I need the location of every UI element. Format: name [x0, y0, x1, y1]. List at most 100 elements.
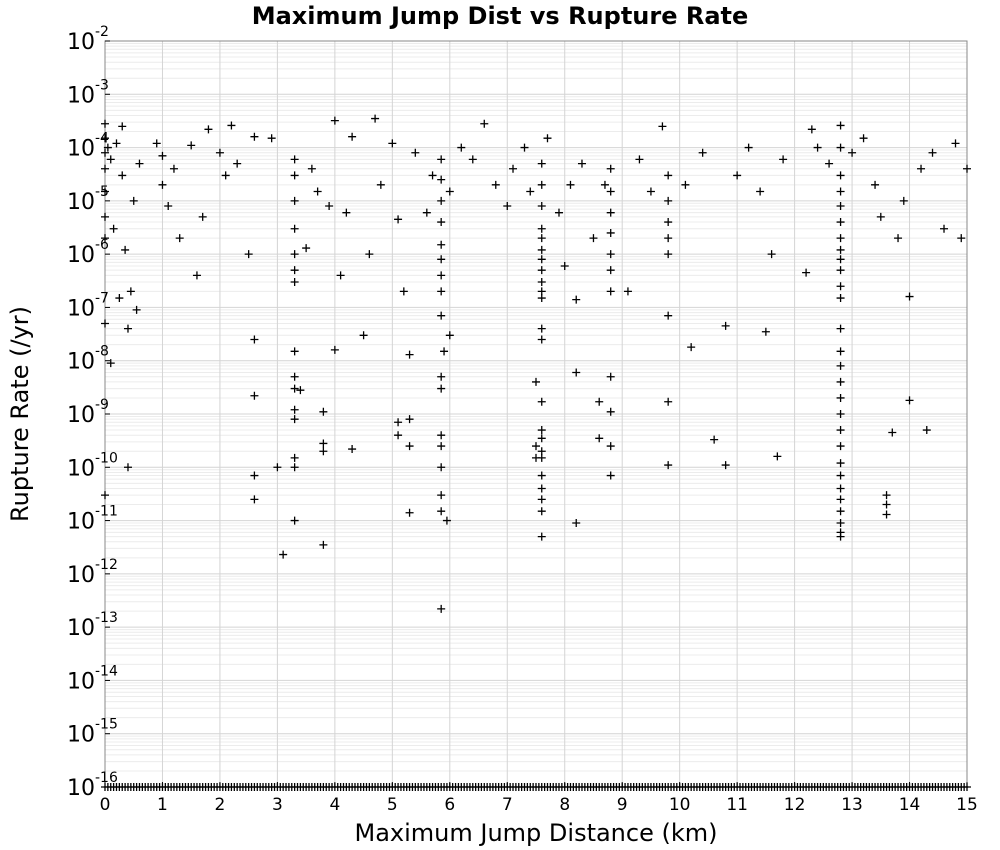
- data-point: [106, 359, 115, 368]
- data-point: [572, 519, 581, 528]
- y-tick-label: 10-6: [67, 237, 109, 268]
- x-tick-label: 12: [784, 795, 806, 815]
- data-point: [871, 180, 880, 189]
- data-point: [888, 428, 897, 437]
- data-point: [244, 250, 253, 259]
- data-point: [761, 327, 770, 336]
- y-tick-exponent: -11: [95, 504, 118, 520]
- data-point: [532, 377, 540, 386]
- data-point: [526, 187, 535, 196]
- data-point: [273, 463, 282, 472]
- data-point: [532, 442, 540, 451]
- y-tick-label: 10-5: [67, 184, 109, 215]
- data-point: [721, 321, 730, 330]
- data-point: [442, 516, 451, 525]
- data-point: [290, 405, 299, 414]
- data-point: [348, 132, 357, 141]
- data-point: [589, 234, 598, 243]
- data-point: [940, 224, 949, 233]
- y-tick-base: 10: [67, 563, 95, 588]
- data-point: [836, 324, 845, 333]
- data-point: [836, 410, 845, 418]
- data-point: [537, 434, 546, 443]
- data-point: [106, 155, 115, 164]
- y-tick-exponent: -14: [95, 663, 118, 679]
- y-tick-base: 10: [67, 350, 95, 375]
- data-point: [437, 431, 446, 440]
- data-point: [388, 139, 397, 148]
- y-tick-exponent: -4: [95, 131, 109, 147]
- data-point: [437, 463, 446, 472]
- data-point: [330, 116, 339, 125]
- data-point: [710, 435, 719, 444]
- data-point: [437, 255, 446, 264]
- data-point: [664, 218, 673, 227]
- data-point: [437, 196, 446, 205]
- data-point: [250, 471, 259, 480]
- data-point: [480, 119, 489, 128]
- data-point: [152, 139, 161, 148]
- data-point: [405, 508, 414, 517]
- data-point: [836, 484, 845, 493]
- y-tick-base: 10: [67, 403, 95, 428]
- y-tick-label: 10-15: [67, 717, 118, 748]
- x-tick-label: 2: [215, 795, 226, 815]
- data-point: [121, 245, 130, 254]
- data-point: [646, 187, 655, 196]
- data-point: [126, 287, 135, 296]
- y-tick-base: 10: [67, 243, 95, 268]
- data-point: [537, 255, 546, 264]
- data-point: [537, 234, 546, 243]
- x-axis-ticks: 0 1 2 3 4 5 6 7 8 9 10 11 12 13 14 15: [100, 782, 978, 815]
- data-point: [836, 266, 845, 275]
- data-point: [606, 287, 615, 296]
- data-point: [101, 119, 109, 128]
- data-point: [560, 261, 569, 270]
- data-point: [336, 271, 345, 280]
- data-point: [394, 418, 403, 427]
- data-point: [537, 224, 546, 233]
- y-tick-base: 10: [67, 616, 95, 641]
- y-tick-label: 10-9: [67, 397, 109, 428]
- data-point: [112, 139, 121, 148]
- data-point: [437, 604, 446, 613]
- y-tick-base: 10: [67, 669, 95, 694]
- data-point: [836, 245, 845, 254]
- data-point: [606, 250, 615, 259]
- y-tick-label: 10-10: [67, 450, 118, 481]
- data-point: [836, 426, 845, 435]
- y-tick-exponent: -7: [95, 290, 109, 306]
- data-point: [606, 471, 615, 480]
- data-point: [359, 331, 368, 340]
- data-point: [876, 212, 885, 221]
- data-point: [437, 287, 446, 296]
- data-point: [537, 426, 546, 435]
- data-point: [204, 125, 213, 134]
- data-point: [290, 347, 299, 356]
- data-point: [342, 208, 351, 217]
- data-point: [428, 171, 437, 180]
- data-point: [664, 234, 673, 243]
- data-point: [664, 461, 673, 470]
- data-point: [101, 148, 109, 157]
- y-tick-exponent: -2: [95, 24, 109, 40]
- y-tick-base: 10: [67, 83, 95, 108]
- data-point: [928, 148, 937, 157]
- data-point: [537, 278, 546, 287]
- data-point: [537, 202, 546, 211]
- data-point: [405, 415, 414, 424]
- data-point: [101, 212, 109, 221]
- data-point: [164, 202, 173, 211]
- data-point: [445, 331, 454, 340]
- data-point: [422, 208, 431, 217]
- data-point: [405, 350, 414, 359]
- data-point: [158, 151, 167, 160]
- data-point: [371, 114, 380, 123]
- data-point: [437, 240, 446, 249]
- data-point: [101, 319, 109, 328]
- data-point: [606, 372, 615, 381]
- data-point: [836, 187, 845, 196]
- y-tick-exponent: -15: [95, 717, 118, 733]
- data-point: [606, 208, 615, 217]
- y-tick-base: 10: [67, 723, 95, 748]
